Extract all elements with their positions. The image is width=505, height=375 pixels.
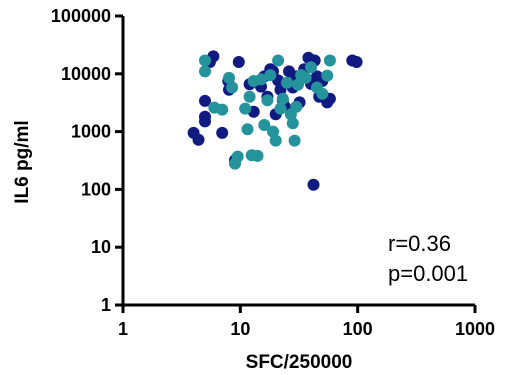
data-point-series-2	[216, 103, 229, 116]
data-point-series-2	[255, 73, 267, 86]
data-point-series-2	[281, 76, 293, 89]
data-point-series-2	[274, 102, 287, 115]
y-tick-label: 100	[81, 179, 111, 199]
y-tick-label: 1000	[71, 122, 111, 142]
data-point-series-2	[267, 125, 279, 138]
p-value-label: p=0.001	[388, 261, 468, 286]
data-point-series-2	[239, 102, 252, 115]
data-point-series-1	[199, 115, 211, 128]
data-point-series-2	[269, 134, 282, 147]
y-tick-label: 1	[101, 295, 111, 315]
axes: 1 10 100 1000 10000 100000 1 10 100 1000	[51, 6, 495, 339]
data-point-series-2	[243, 90, 256, 103]
data-point-series-2	[323, 54, 336, 67]
data-point-series-2	[286, 117, 299, 130]
data-point-series-2	[290, 100, 303, 113]
x-tick-label: 100	[343, 319, 373, 339]
data-points	[187, 50, 363, 191]
data-point-series-2	[264, 69, 277, 82]
data-point-series-1	[307, 178, 320, 191]
data-point-series-1	[192, 133, 205, 146]
data-point-series-2	[288, 134, 301, 147]
x-tick-label: 1000	[455, 319, 495, 339]
correlation-r-label: r=0.36	[388, 231, 451, 256]
data-point-series-2	[316, 87, 329, 100]
data-point-series-2	[305, 61, 317, 74]
x-axis-title: SFC/250000	[246, 352, 353, 373]
data-point-series-2	[199, 65, 211, 78]
y-tick-label: 10000	[61, 64, 111, 84]
data-point-series-2	[241, 123, 254, 136]
x-tick-label: 10	[230, 319, 250, 339]
data-point-series-2	[276, 92, 289, 105]
data-point-series-2	[321, 69, 334, 82]
data-point-series-2	[251, 149, 264, 162]
y-axis-title: IL6 pg/ml	[12, 120, 33, 203]
y-tick-label: 100000	[51, 6, 111, 26]
data-point-series-2	[261, 94, 274, 107]
data-point-series-1	[232, 56, 245, 68]
data-point-series-2	[226, 81, 239, 94]
data-point-series-2	[223, 71, 235, 84]
data-point-series-2	[299, 71, 312, 84]
data-point-series-1	[199, 94, 211, 107]
data-point-series-1	[216, 126, 229, 139]
data-point-series-2	[272, 54, 285, 67]
y-tick-label: 10	[91, 237, 111, 257]
x-tick-label: 1	[118, 319, 128, 339]
data-point-series-1	[350, 56, 363, 68]
data-point-series-2	[231, 150, 244, 163]
data-point-series-2	[199, 54, 211, 67]
data-point-series-2	[258, 119, 271, 131]
